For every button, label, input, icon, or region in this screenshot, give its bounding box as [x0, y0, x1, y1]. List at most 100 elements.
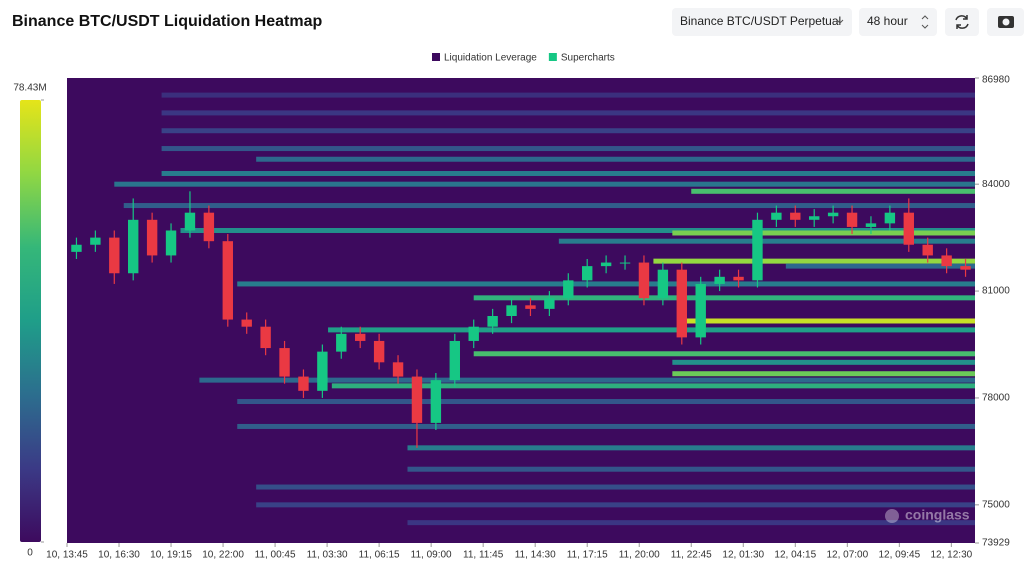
legend: Liquidation Leverage Supercharts: [432, 53, 615, 64]
candle-body: [695, 283, 706, 338]
x-tick-label: 11, 11:45: [463, 550, 504, 561]
candle-body: [373, 340, 385, 363]
candle-body: [733, 276, 744, 281]
x-tick-label: 11, 20:00: [619, 550, 660, 561]
candle-body: [903, 212, 914, 245]
heatmap-band: [161, 128, 975, 134]
heatmap-band: [558, 238, 975, 244]
candle-body: [203, 212, 215, 242]
candle-body: [600, 262, 612, 267]
y-tick-label: 86980: [982, 75, 1010, 86]
y-tick-label: 81000: [982, 286, 1010, 297]
candle-body: [146, 219, 158, 256]
select-text[interactable]: Binance BTC/USDT Perpetual: [680, 14, 841, 28]
x-tick-label: 11, 06:15: [359, 550, 400, 561]
heatmap-band: [256, 502, 975, 508]
heatmap-band: [407, 445, 975, 451]
y-tick-label: 78000: [982, 393, 1010, 404]
watermark: coinglass: [905, 507, 970, 523]
heatmap-band: [785, 263, 975, 269]
candle-body: [582, 266, 593, 281]
x-tick-label: 12, 04:15: [774, 550, 816, 561]
select-box[interactable]: [672, 8, 852, 36]
heatmap-band: [328, 327, 975, 333]
range-select[interactable]: 48 hour: [859, 8, 937, 36]
candle-body: [941, 255, 952, 267]
select-text[interactable]: 48 hour: [867, 14, 908, 28]
refresh-icon: [955, 15, 969, 29]
candle-body: [544, 298, 555, 309]
x-tick-label: 12, 12:30: [930, 550, 972, 561]
candle-body: [487, 316, 498, 327]
x-tick-label: 11, 17:15: [567, 550, 608, 561]
candle-body: [298, 376, 309, 391]
candle-body: [317, 351, 328, 391]
candle-body: [790, 212, 801, 220]
colorbar: [20, 100, 41, 542]
x-tick-label: 10, 13:45: [46, 550, 88, 561]
x-tick-label: 10, 16:30: [98, 550, 140, 561]
heatmap-band: [237, 281, 975, 287]
candle-body: [392, 362, 404, 377]
legend-swatch: [432, 53, 440, 61]
heatmap-band: [237, 399, 975, 405]
x-tick-label: 11, 14:30: [515, 550, 556, 561]
legend-swatch: [548, 53, 557, 61]
x-tick-label: 12, 07:00: [826, 550, 868, 561]
candle-body: [411, 376, 423, 423]
x-tick-label: 12, 09:45: [878, 550, 920, 561]
heatmap-band: [114, 181, 975, 187]
legend-label: Supercharts: [561, 53, 615, 64]
x-tick-label: 10, 19:15: [150, 550, 192, 561]
candle-body: [355, 333, 366, 341]
candle-body: [449, 340, 460, 381]
heatmap-band: [161, 146, 975, 152]
heatmap-band: [473, 351, 975, 357]
candle-body: [184, 212, 196, 231]
candle-body: [676, 269, 687, 338]
candle-body: [884, 212, 896, 224]
candle-body: [525, 305, 536, 309]
heatmap-band: [407, 466, 975, 472]
heatmap-band: [256, 156, 975, 162]
heatmap-band: [180, 227, 975, 233]
candle-body: [657, 269, 669, 299]
candle-body: [109, 237, 120, 274]
candle-body: [241, 319, 252, 327]
candle-body: [90, 237, 101, 245]
x-tick-label: 11, 09:00: [411, 550, 452, 561]
exchange-select[interactable]: Binance BTC/USDT Perpetual: [672, 8, 852, 36]
heatmap-band: [672, 371, 975, 377]
candle-body: [506, 305, 517, 317]
y-tick-label: 73929: [982, 538, 1010, 549]
candle-body: [865, 223, 877, 227]
candle-body: [128, 219, 139, 274]
camera-lens: [1002, 18, 1010, 26]
refresh-button[interactable]: [945, 8, 979, 36]
candle-body: [714, 276, 725, 284]
chevron: [921, 15, 929, 29]
x-tick-label: 10, 22:00: [202, 550, 244, 561]
colorbar-label: 0: [27, 548, 33, 559]
candle-body: [279, 348, 290, 377]
select-box[interactable]: [859, 8, 937, 36]
button[interactable]: [945, 8, 979, 36]
legend-label: Liquidation Leverage: [444, 53, 537, 64]
candle-body: [638, 262, 650, 299]
plot-area: coinglass: [67, 78, 975, 543]
camera-button[interactable]: [987, 8, 1024, 36]
candle-body: [71, 244, 82, 252]
candle-body: [165, 230, 177, 256]
candle-body: [752, 219, 763, 281]
y-tick-label: 84000: [982, 179, 1010, 190]
heatmap-band: [199, 377, 975, 383]
candle-body: [336, 333, 347, 352]
title: Binance BTC/USDT Liquidation Heatmap: [12, 13, 322, 30]
chevron: [836, 19, 844, 24]
candle-body: [260, 326, 271, 349]
candle-body: [468, 326, 479, 341]
candle-body: [563, 280, 574, 299]
heatmap-band: [691, 188, 975, 194]
candle-body: [922, 244, 933, 256]
